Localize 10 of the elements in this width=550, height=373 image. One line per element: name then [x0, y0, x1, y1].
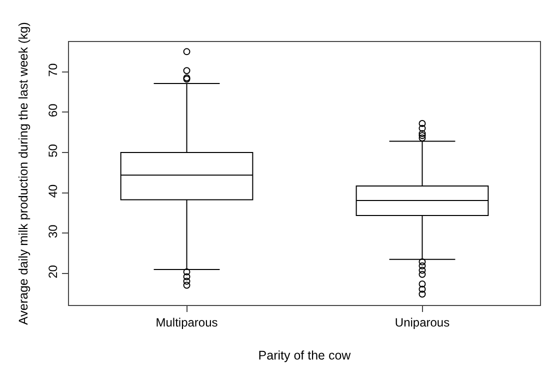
- y-tick-label: 30: [46, 224, 60, 238]
- y-tick-label: 60: [46, 103, 60, 118]
- y-tick-label: 70: [46, 63, 60, 77]
- x-axis-title: Parity of the cow: [258, 348, 352, 363]
- x-tick-label: Uniparous: [394, 315, 450, 330]
- y-axis-title: Average daily milk production during the last week (kg): [16, 22, 30, 325]
- x-tick-label: Multiparous: [156, 315, 218, 330]
- y-tick-label: 20: [46, 264, 60, 278]
- y-tick-label: 50: [46, 144, 60, 158]
- y-tick-label: 40: [46, 184, 60, 198]
